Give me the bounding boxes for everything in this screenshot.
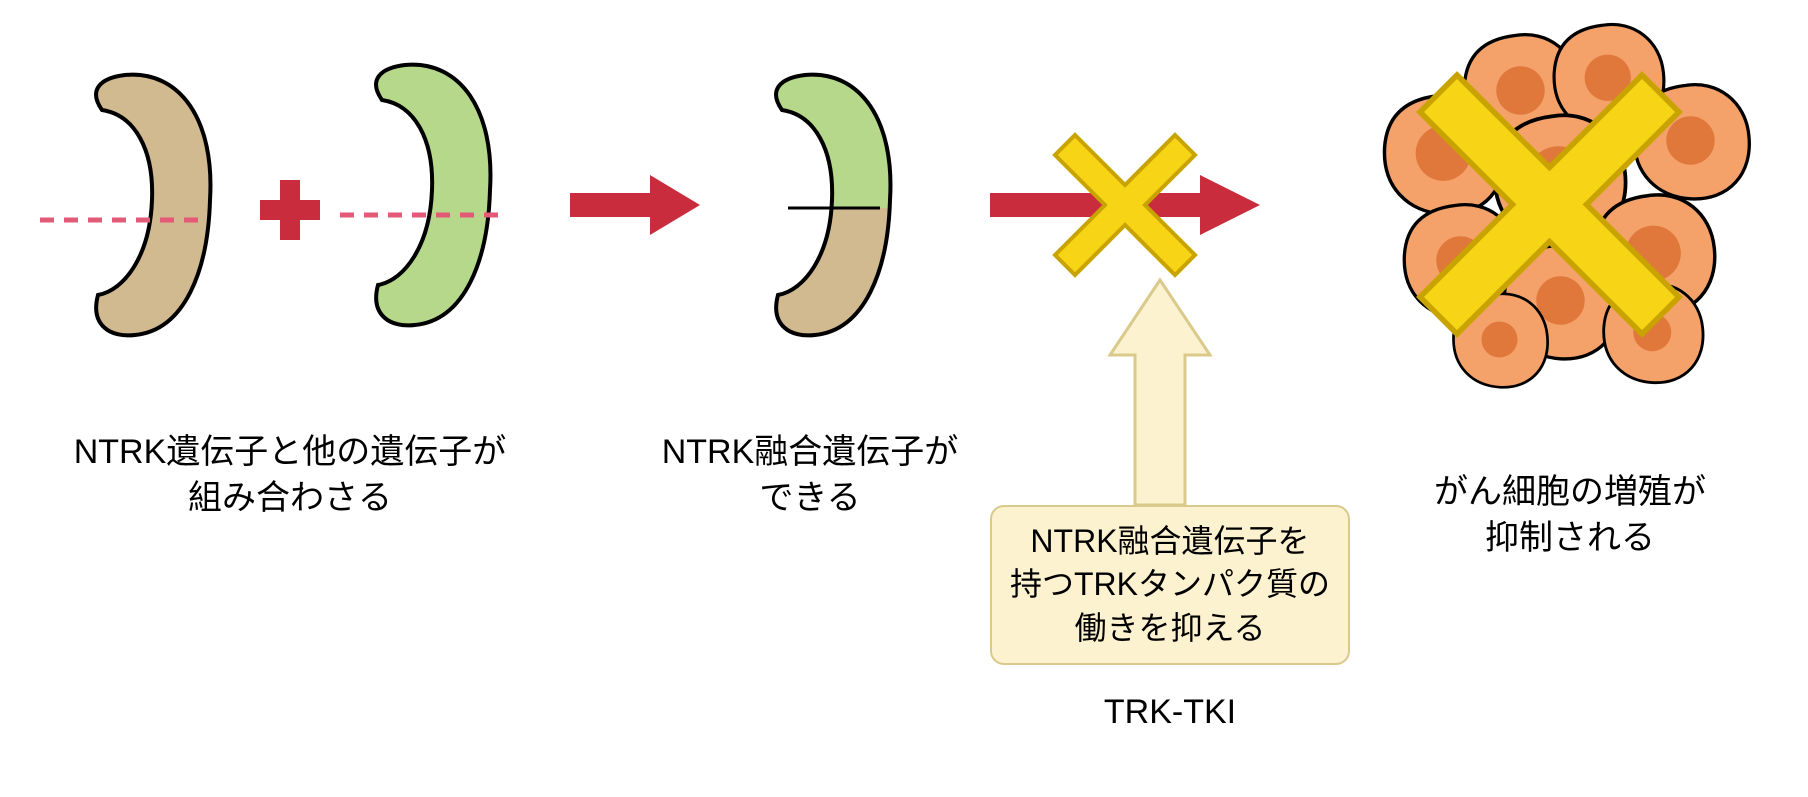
caption-stage3: がん細胞の増殖が抑制される — [1370, 470, 1770, 562]
arrow-1 — [570, 175, 700, 235]
callout-text: NTRK融合遺伝子を持つTRKタンパク質の働きを抑える — [1010, 520, 1330, 650]
plus-icon — [260, 180, 320, 240]
fused-gene-shape — [776, 75, 890, 336]
callout-sub-label: TRK-TKI — [1060, 690, 1280, 736]
callout-arrow-up — [1110, 280, 1210, 505]
callout-box: NTRK融合遺伝子を持つTRKタンパク質の働きを抑える — [990, 505, 1350, 665]
caption-stage2: NTRK融合遺伝子ができる — [620, 430, 1000, 522]
gene-b-shape — [376, 65, 490, 326]
caption-stage1: NTRK遺伝子と他の遺伝子が組み合わさる — [50, 430, 530, 522]
diagram-svg — [0, 0, 1808, 797]
gene-a-shape — [96, 75, 210, 336]
